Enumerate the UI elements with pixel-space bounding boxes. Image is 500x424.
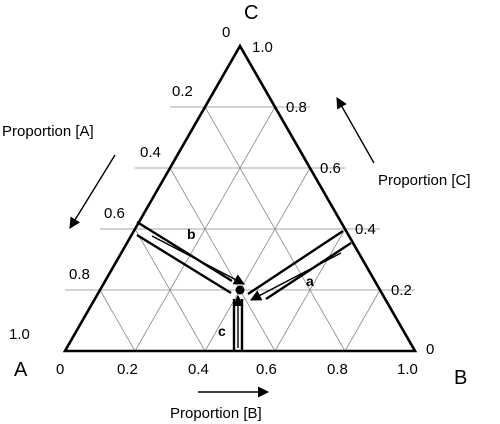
axis-label-c: Proportion [C] <box>378 172 471 189</box>
tick-label: 0.8 <box>286 99 307 116</box>
corner-label-b: B <box>454 367 467 389</box>
path-label-c: c <box>218 323 226 339</box>
axis-arrow-a <box>69 154 116 229</box>
grid-line <box>99 289 136 352</box>
tick-label: 1.0 <box>9 326 30 343</box>
tick-label: 0.4 <box>140 144 161 161</box>
composition-point <box>235 285 245 295</box>
tick-label: 1.0 <box>252 39 273 56</box>
tick-label: 0.4 <box>355 221 376 238</box>
path-a <box>247 229 352 301</box>
path-c <box>232 294 244 351</box>
b-axis-ticks: 0 0.2 0.4 0.6 0.8 1.0 <box>56 361 418 378</box>
path-label-b: b <box>187 226 196 242</box>
tick-label: 0.2 <box>172 83 193 100</box>
corner-label-a: A <box>14 359 28 381</box>
grid-line <box>134 228 206 352</box>
tick-label: 0 <box>222 24 230 41</box>
path-b <box>136 220 245 295</box>
tick-label: 0.6 <box>256 361 277 378</box>
path-label-a: a <box>306 273 314 289</box>
tick-label: 0.2 <box>117 361 138 378</box>
ternary-triangle <box>62 43 418 353</box>
c-axis-ticks: 0 0.2 0.4 0.6 0.8 1.0 <box>252 39 434 358</box>
axis-label-b: Proportion [B] <box>170 405 262 422</box>
tick-label: 0.8 <box>327 361 348 378</box>
axis-label-a: Proportion [A] <box>2 123 94 140</box>
grid-line <box>204 167 311 352</box>
axis-arrow-c <box>336 97 375 164</box>
tick-label: 0.2 <box>391 282 412 299</box>
corner-label-c: C <box>244 2 258 24</box>
a-axis-ticks: 0 0.2 0.4 0.6 0.8 1.0 <box>9 24 230 343</box>
tick-label: 0 <box>426 341 434 358</box>
tick-label: 0.8 <box>69 266 90 283</box>
tick-label: 0.4 <box>188 361 209 378</box>
tick-label: 0 <box>56 361 64 378</box>
tick-label: 0.6 <box>320 160 341 177</box>
tick-label: 1.0 <box>397 361 418 378</box>
grid-line <box>344 289 381 352</box>
tick-label: 0.6 <box>104 205 125 222</box>
grid-line <box>169 167 276 352</box>
grid-lines <box>64 45 415 352</box>
grid-line <box>204 106 346 352</box>
